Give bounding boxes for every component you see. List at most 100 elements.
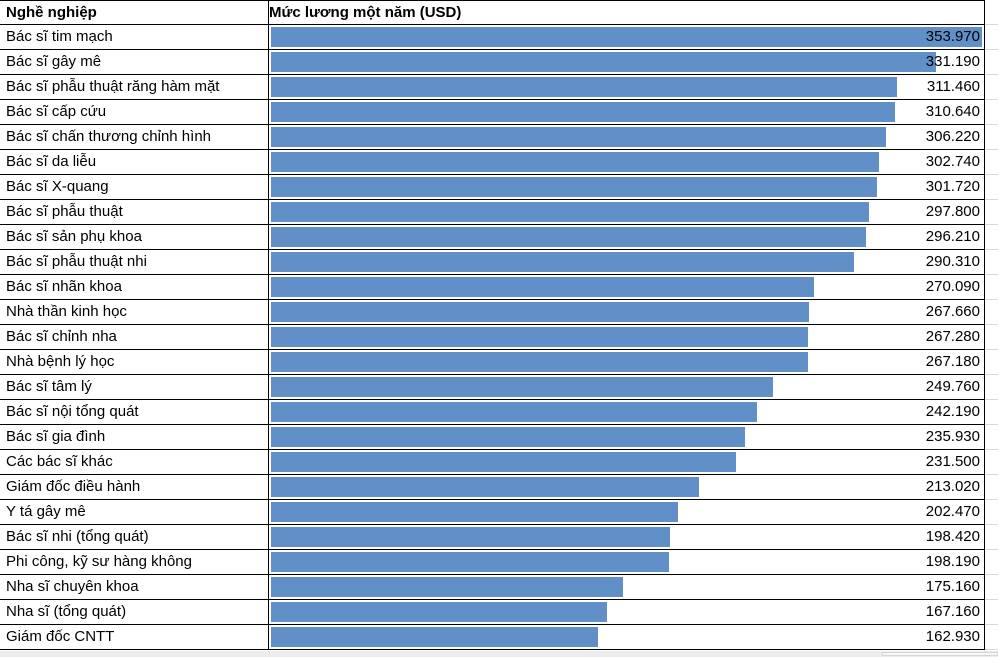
right-margin-gridline [985,375,998,400]
right-margin-gridline [985,275,998,300]
salary-value: 242.190 [925,403,980,420]
data-bar [271,302,809,322]
salary-value: 331.190 [925,53,980,70]
data-bar [271,502,678,522]
occupation-cell[interactable]: Nha sĩ (tổng quát) [0,600,269,625]
salary-cell[interactable]: 175.160 [269,575,985,600]
salary-cell[interactable]: 167.160 [269,600,985,625]
header-cell-salary[interactable]: Mức lương một năm (USD) [269,0,985,25]
data-bar [271,127,886,147]
table-row: Bác sĩ nội tổng quát 242.190 [0,400,998,425]
table-row: Phi công, kỹ sư hàng không 198.190 [0,550,998,575]
salary-cell[interactable]: 331.190 [269,50,985,75]
salary-cell[interactable]: 249.760 [269,375,985,400]
occupation-cell[interactable]: Nhà bệnh lý học [0,350,269,375]
salary-cell[interactable]: 162.930 [269,625,985,650]
occupation-cell[interactable]: Y tá gây mê [0,500,269,525]
salary-cell[interactable]: 202.470 [269,500,985,525]
salary-value: 162.930 [925,628,980,645]
salary-cell[interactable]: 297.800 [269,200,985,225]
table-body: Bác sĩ tim mạch 353.970 Bác sĩ gây mê 331.1… [0,25,998,650]
table-row: Bác sĩ cấp cứu 310.640 [0,100,998,125]
occupation-cell[interactable]: Bác sĩ sản phụ khoa [0,225,269,250]
salary-cell[interactable]: 301.720 [269,175,985,200]
table-row: Bác sĩ chỉnh nha 267.280 [0,325,998,350]
right-margin-gridline [985,200,998,225]
occupation-cell[interactable]: Bác sĩ gia đình [0,425,269,450]
data-bar [271,527,670,547]
salary-value: 290.310 [925,253,980,270]
salary-cell[interactable]: 296.210 [269,225,985,250]
table-row: Bác sĩ da liễu 302.740 [0,150,998,175]
occupation-cell[interactable]: Bác sĩ da liễu [0,150,269,175]
salary-cell[interactable]: 267.180 [269,350,985,375]
scrollbar-thumb[interactable] [882,652,998,656]
salary-value: 310.640 [925,103,980,120]
right-margin-gridline [985,425,998,450]
table-row: Nha sĩ chuyên khoa 175.160 [0,575,998,600]
salary-cell[interactable]: 290.310 [269,250,985,275]
header-cell-occupation[interactable]: Nghề nghiệp [0,0,269,25]
salary-cell[interactable]: 311.460 [269,75,985,100]
salary-cell[interactable]: 310.640 [269,100,985,125]
salary-cell[interactable]: 270.090 [269,275,985,300]
salary-value: 311.460 [926,78,980,95]
data-bar [271,52,936,72]
header-right-margin [985,0,998,25]
table-row: Bác sĩ tâm lý 249.760 [0,375,998,400]
right-margin-gridline [985,500,998,525]
salary-cell[interactable]: 231.500 [269,450,985,475]
occupation-cell[interactable]: Giám đốc CNTT [0,625,269,650]
salary-cell[interactable]: 353.970 [269,25,985,50]
right-margin-gridline [985,150,998,175]
data-bar [271,252,854,272]
salary-cell[interactable]: 198.190 [269,550,985,575]
right-margin-gridline [985,400,998,425]
right-margin-gridline [985,125,998,150]
salary-cell[interactable]: 235.930 [269,425,985,450]
bottom-scrollbar-track [0,650,998,657]
occupation-cell[interactable]: Nhà thần kinh học [0,300,269,325]
occupation-cell[interactable]: Bác sĩ phẫu thuật [0,200,269,225]
occupation-cell[interactable]: Bác sĩ phẫu thuật nhi [0,250,269,275]
data-bar [271,202,869,222]
occupation-cell[interactable]: Bác sĩ chấn thương chỉnh hình [0,125,269,150]
salary-cell[interactable]: 242.190 [269,400,985,425]
occupation-cell[interactable]: Bác sĩ tâm lý [0,375,269,400]
occupation-cell[interactable]: Bác sĩ cấp cứu [0,100,269,125]
salary-cell[interactable]: 267.660 [269,300,985,325]
right-margin-gridline [985,25,998,50]
salary-cell[interactable]: 306.220 [269,125,985,150]
occupation-cell[interactable]: Bác sĩ X-quang [0,175,269,200]
occupation-cell[interactable]: Bác sĩ chỉnh nha [0,325,269,350]
salary-cell[interactable]: 302.740 [269,150,985,175]
table-row: Bác sĩ tim mạch 353.970 [0,25,998,50]
table-row: Nha sĩ (tổng quát) 167.160 [0,600,998,625]
salary-cell[interactable]: 213.020 [269,475,985,500]
occupation-cell[interactable]: Bác sĩ tim mạch [0,25,269,50]
data-bar [271,77,897,97]
occupation-cell[interactable]: Nha sĩ chuyên khoa [0,575,269,600]
salary-value: 198.420 [925,528,980,545]
occupation-cell[interactable]: Giám đốc điều hành [0,475,269,500]
salary-cell[interactable]: 267.280 [269,325,985,350]
data-bar [271,277,814,297]
data-bar [271,377,773,397]
occupation-cell[interactable]: Bác sĩ nhi (tổng quát) [0,525,269,550]
salary-value: 202.470 [925,503,980,520]
occupation-cell[interactable]: Bác sĩ gây mê [0,50,269,75]
occupation-cell[interactable]: Các bác sĩ khác [0,450,269,475]
occupation-cell[interactable]: Bác sĩ phẫu thuật răng hàm mặt [0,75,269,100]
occupation-cell[interactable]: Phi công, kỹ sư hàng không [0,550,269,575]
occupation-cell[interactable]: Bác sĩ nhãn khoa [0,275,269,300]
data-bar [271,152,879,172]
salary-cell[interactable]: 198.420 [269,525,985,550]
right-margin-gridline [985,625,998,650]
occupation-cell[interactable]: Bác sĩ nội tổng quát [0,400,269,425]
table-row: Nhà thần kinh học 267.660 [0,300,998,325]
right-margin-gridline [985,325,998,350]
right-margin-gridline [985,450,998,475]
salary-value: 175.160 [925,578,980,595]
table-row: Nhà bệnh lý học 267.180 [0,350,998,375]
